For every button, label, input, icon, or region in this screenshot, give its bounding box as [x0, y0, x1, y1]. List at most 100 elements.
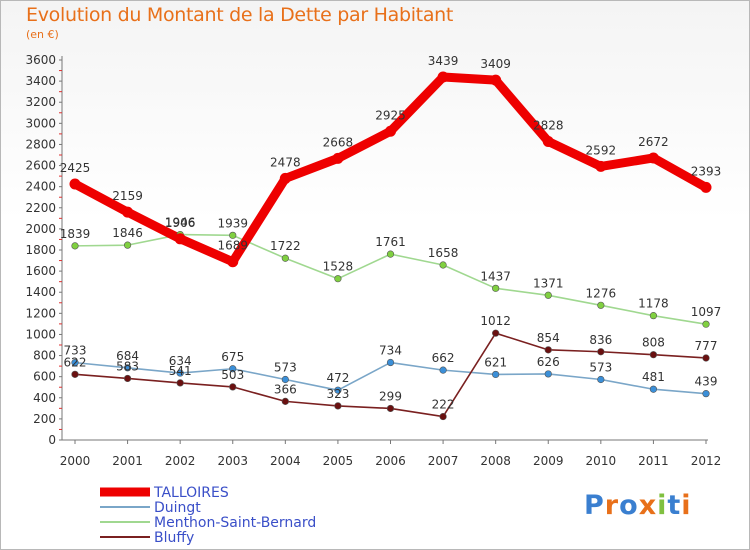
data-label: 1178 [638, 297, 669, 311]
data-point [492, 370, 500, 379]
data-point [702, 354, 710, 362]
data-label: 626 [537, 355, 560, 369]
logo-letter: i [657, 490, 668, 521]
data-point [334, 275, 342, 283]
logo-letter: t [667, 490, 682, 521]
y-tick-label: 3000 [25, 116, 56, 130]
data-point [176, 379, 184, 387]
data-point [385, 125, 396, 137]
data-label: 1722 [270, 239, 301, 253]
y-tick-label: 1600 [25, 264, 56, 278]
x-tick-label: 2006 [375, 454, 406, 468]
data-point [437, 71, 449, 83]
data-label: 439 [695, 375, 718, 389]
data-point [439, 261, 447, 269]
y-tick-label: 3600 [25, 53, 56, 67]
data-label: 675 [221, 350, 244, 364]
data-label: 854 [537, 331, 560, 345]
x-tick-label: 2007 [428, 454, 459, 468]
data-point [439, 366, 447, 374]
data-point [544, 370, 552, 378]
data-point [229, 365, 237, 373]
data-label: 1906 [165, 216, 196, 230]
y-tick-label: 400 [33, 391, 56, 405]
y-tick-label: 200 [33, 412, 56, 426]
data-point [492, 329, 500, 337]
data-point [227, 256, 239, 268]
data-point [544, 291, 552, 299]
y-tick-label: 3200 [25, 95, 56, 109]
data-point [334, 402, 342, 410]
data-point [122, 206, 134, 218]
data-label: 2668 [323, 135, 354, 149]
data-point [123, 241, 132, 249]
data-point [490, 74, 502, 86]
data-point [700, 181, 712, 193]
data-label: 836 [589, 333, 612, 347]
x-tick-label: 2000 [60, 454, 91, 468]
data-point [281, 254, 289, 262]
data-label: 2592 [586, 143, 617, 157]
legend-label: Menthon-Saint-Bernard [154, 515, 316, 531]
data-label: 1371 [533, 276, 564, 290]
data-label: 734 [379, 344, 402, 358]
data-point [281, 397, 289, 405]
data-label: 299 [379, 389, 402, 403]
data-point [649, 351, 658, 359]
data-point [71, 370, 79, 378]
data-point [332, 152, 344, 164]
data-point [123, 374, 132, 383]
data-point [334, 386, 342, 394]
x-tick-label: 2001 [112, 454, 143, 468]
data-point [597, 301, 605, 309]
x-tick-label: 2012 [691, 454, 722, 468]
logo-letter: x [638, 490, 658, 521]
data-point [702, 320, 710, 328]
y-tick-label: 1800 [25, 243, 56, 257]
data-label: 503 [221, 368, 244, 382]
data-point [649, 385, 658, 393]
data-point [176, 369, 184, 377]
data-label: 573 [589, 361, 612, 375]
y-tick-label: 800 [33, 349, 56, 363]
legend-label: TALLOIRES [153, 485, 229, 501]
data-label: 366 [274, 382, 297, 396]
data-label: 808 [642, 336, 665, 350]
x-tick-label: 2008 [480, 454, 511, 468]
data-label: 583 [116, 359, 139, 373]
data-point [544, 346, 552, 354]
data-point [71, 359, 79, 367]
data-label: 2828 [533, 118, 564, 132]
data-label: 222 [432, 398, 455, 412]
data-point [279, 172, 291, 184]
data-point [229, 383, 237, 391]
data-point [492, 284, 500, 292]
data-point [69, 178, 81, 190]
x-tick-label: 2010 [586, 454, 617, 468]
data-label: 634 [169, 354, 192, 368]
data-label: 481 [642, 370, 665, 384]
data-label: 2478 [270, 155, 301, 169]
data-point [229, 231, 237, 239]
data-label: 1939 [217, 216, 248, 230]
x-tick-label: 2004 [270, 454, 301, 468]
data-point [174, 233, 186, 245]
data-point [123, 364, 132, 372]
data-label: 541 [169, 364, 192, 378]
proxiti-logo: Proxiti [584, 490, 692, 521]
data-label: 684 [116, 349, 139, 363]
x-tick-label: 2002 [165, 454, 196, 468]
data-label: 1528 [323, 260, 354, 274]
logo-letter: o [619, 490, 639, 521]
data-label: 1012 [480, 314, 511, 328]
data-label: 733 [64, 344, 87, 358]
y-tick-label: 3400 [25, 74, 56, 88]
data-label: 1689 [217, 239, 248, 253]
y-tick-label: 2000 [25, 222, 56, 236]
data-label: 2672 [638, 135, 669, 149]
data-label: 2925 [375, 108, 406, 122]
y-tick-label: 0 [48, 433, 56, 447]
y-tick-label: 1400 [25, 285, 56, 299]
legend-label: Bluffy [154, 530, 194, 546]
data-label: 1946 [165, 216, 196, 230]
